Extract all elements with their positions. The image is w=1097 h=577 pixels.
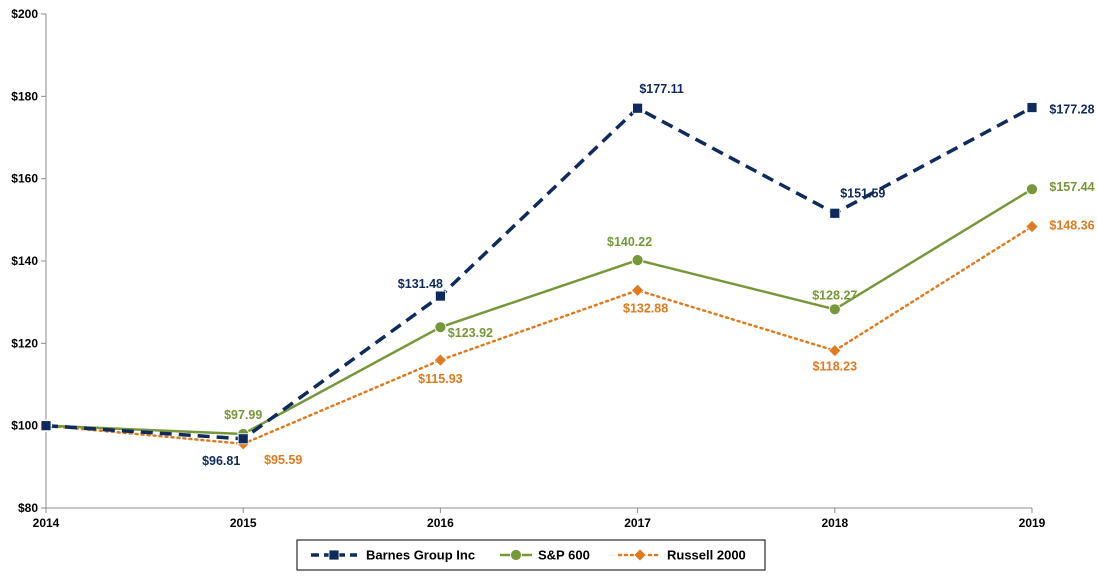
marker-sandp-600 — [1026, 183, 1038, 196]
marker-barnes-group-inc — [434, 290, 446, 302]
marker-sandp-600 — [828, 303, 841, 316]
y-tick-label: $160 — [11, 172, 38, 186]
marker-sandp-600 — [631, 254, 644, 266]
legend: Barnes Group Inc S&P 600 Russell 2000 — [296, 539, 766, 571]
legend-label-sandp-600: S&P 600 — [538, 548, 590, 563]
data-label-barnes-group-inc: $177.28 — [1049, 103, 1094, 117]
series-markers — [39, 102, 1039, 451]
data-labels: $96.81 $131.48 $177.11 $151.59 $177.28 $97.99… — [202, 82, 1095, 468]
marker-barnes-group-inc — [237, 433, 249, 445]
marker-barnes-group-inc — [632, 102, 643, 114]
axes: $80 $100 $120 $140 $160 $180 $200 2014 2015 2016 2… — [11, 7, 1045, 530]
y-tick-label: $120 — [11, 336, 38, 350]
data-label-russell-2000: $95.59 — [264, 453, 302, 467]
data-label-barnes-group-inc: $96.81 — [202, 454, 240, 468]
legend-marker-barnes-group-inc — [328, 549, 340, 561]
y-tick-label: $80 — [18, 501, 38, 515]
data-label-barnes-group-inc: $131.48 — [398, 277, 443, 291]
marker-sandp-600 — [434, 321, 447, 334]
marker-russell-2000 — [631, 283, 645, 297]
data-label-russell-2000: $132.88 — [623, 301, 668, 315]
x-tick-label: 2015 — [230, 516, 257, 530]
series-line-sandp-600 — [45, 188, 1033, 436]
data-label-barnes-group-inc: $177.11 — [639, 82, 684, 96]
y-tick-label: $200 — [11, 7, 38, 21]
legend-marker-russell-2000 — [633, 548, 647, 562]
x-tick-label: 2016 — [427, 516, 454, 530]
marker-barnes-group-inc — [1026, 102, 1038, 113]
data-label-russell-2000: $118.23 — [813, 360, 858, 374]
data-label-sandp-600: $140.22 — [607, 235, 652, 249]
x-tick-label: 2014 — [33, 516, 60, 530]
marker-russell-2000 — [433, 353, 447, 367]
legend-label-russell-2000: Russell 2000 — [667, 548, 746, 563]
legend-label-barnes-group-inc: Barnes Group Inc — [366, 548, 475, 563]
series-line-russell-2000 — [44, 225, 1034, 446]
legend-marker-sandp-600 — [510, 549, 522, 561]
y-tick-label: $140 — [11, 254, 38, 268]
marker-russell-2000 — [828, 344, 842, 358]
marker-russell-2000 — [1025, 220, 1039, 234]
data-label-russell-2000: $148.36 — [1049, 219, 1094, 233]
x-tick-label: 2018 — [821, 516, 848, 530]
series-lines — [44, 105, 1034, 446]
data-label-sandp-600: $128.27 — [812, 288, 857, 302]
y-tick-label: $180 — [11, 89, 38, 103]
y-tick-label: $100 — [11, 419, 38, 433]
x-tick-label: 2019 — [1019, 516, 1046, 530]
x-tick-label: 2017 — [624, 516, 651, 530]
data-label-barnes-group-inc: $151.59 — [840, 186, 885, 200]
marker-barnes-group-inc — [829, 207, 841, 219]
marker-barnes-group-inc — [40, 420, 52, 432]
series-line-barnes-group-inc — [45, 105, 1033, 441]
data-label-sandp-600: $157.44 — [1049, 180, 1094, 194]
data-label-russell-2000: $115.93 — [418, 372, 463, 386]
data-label-sandp-600: $97.99 — [224, 408, 262, 422]
data-label-sandp-600: $123.92 — [448, 326, 493, 340]
